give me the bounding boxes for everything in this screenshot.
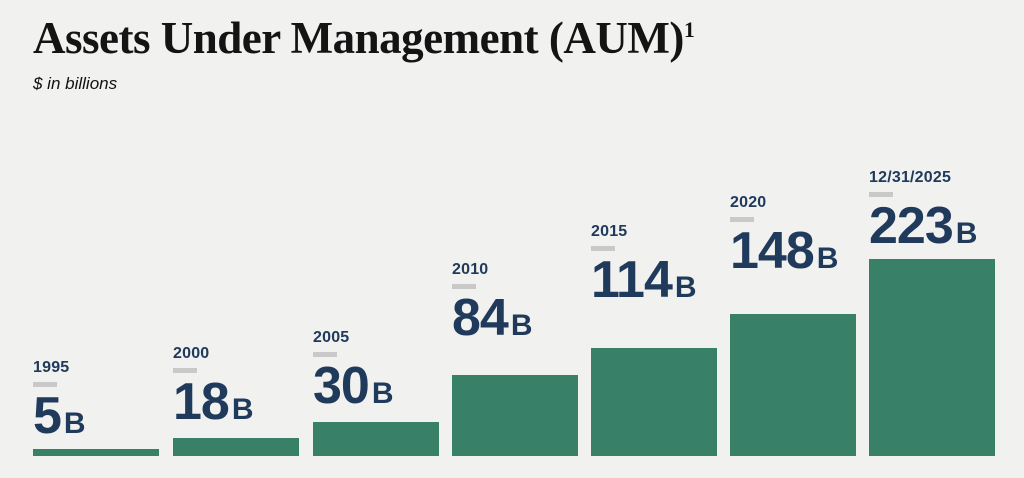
- bar-value-label: 223 B: [869, 200, 978, 252]
- bar-value-label: 30 B: [313, 360, 394, 412]
- bar-value-number: 30: [313, 357, 370, 415]
- bar-value-number: 84: [452, 289, 509, 347]
- accent-dash: [869, 192, 893, 197]
- bar-label-group: 2010 84 B: [452, 261, 533, 344]
- bar-label-group: 2005 30 B: [313, 329, 394, 412]
- bar-value-unit: B: [510, 309, 533, 342]
- bar-2010: [452, 375, 578, 456]
- bar-value-label: 84 B: [452, 292, 533, 344]
- bar-year-label: 12/31/2025: [869, 169, 952, 186]
- bar-value-unit: B: [955, 217, 978, 250]
- bar-value-number: 148: [730, 222, 815, 280]
- accent-dash: [33, 382, 57, 387]
- bar-value-unit: B: [63, 407, 86, 440]
- page-title: Assets Under Management (AUM)1: [33, 13, 695, 64]
- bar-label-group: 2020 148 B: [730, 194, 839, 277]
- bar-2015: [591, 348, 717, 456]
- accent-dash: [173, 368, 197, 373]
- bar-2005: [313, 422, 439, 456]
- bar-value-unit: B: [231, 393, 254, 426]
- bar-label-group: 1995 5 B: [33, 359, 86, 442]
- bar-value-label: 18 B: [173, 376, 254, 428]
- bar-value-label: 148 B: [730, 225, 839, 277]
- accent-dash: [313, 352, 337, 357]
- bar-12-31-2025: [869, 259, 995, 456]
- bar-year-label: 2015: [591, 223, 628, 240]
- page-title-text: Assets Under Management (AUM): [33, 13, 684, 63]
- bar-year-label: 1995: [33, 359, 70, 376]
- bar-value-unit: B: [674, 271, 697, 304]
- bar-value-number: 114: [591, 251, 673, 309]
- bar-label-group: 12/31/2025 223 B: [869, 169, 978, 252]
- bar-year-label: 2020: [730, 194, 767, 211]
- bar-year-label: 2005: [313, 329, 350, 346]
- bar-value-number: 5: [33, 387, 62, 445]
- bar-label-group: 2015 114 B: [591, 223, 697, 306]
- bar-value-unit: B: [371, 377, 394, 410]
- accent-dash: [452, 284, 476, 289]
- bar-value-number: 18: [173, 373, 230, 431]
- title-footnote-superscript: 1: [683, 17, 695, 42]
- accent-dash: [730, 217, 754, 222]
- bar-value-number: 223: [869, 197, 954, 255]
- bar-year-label: 2000: [173, 345, 210, 362]
- bar-year-label: 2010: [452, 261, 489, 278]
- chart-header: Assets Under Management (AUM)1 $ in bill…: [33, 13, 695, 94]
- chart-units-subtitle: $ in billions: [33, 73, 118, 93]
- accent-dash: [591, 246, 615, 251]
- bar-2000: [173, 438, 299, 456]
- bar-label-group: 2000 18 B: [173, 345, 254, 428]
- bar-1995: [33, 449, 159, 456]
- bar-value-label: 114 B: [591, 254, 697, 306]
- bar-value-unit: B: [816, 242, 839, 275]
- bar-2020: [730, 314, 856, 456]
